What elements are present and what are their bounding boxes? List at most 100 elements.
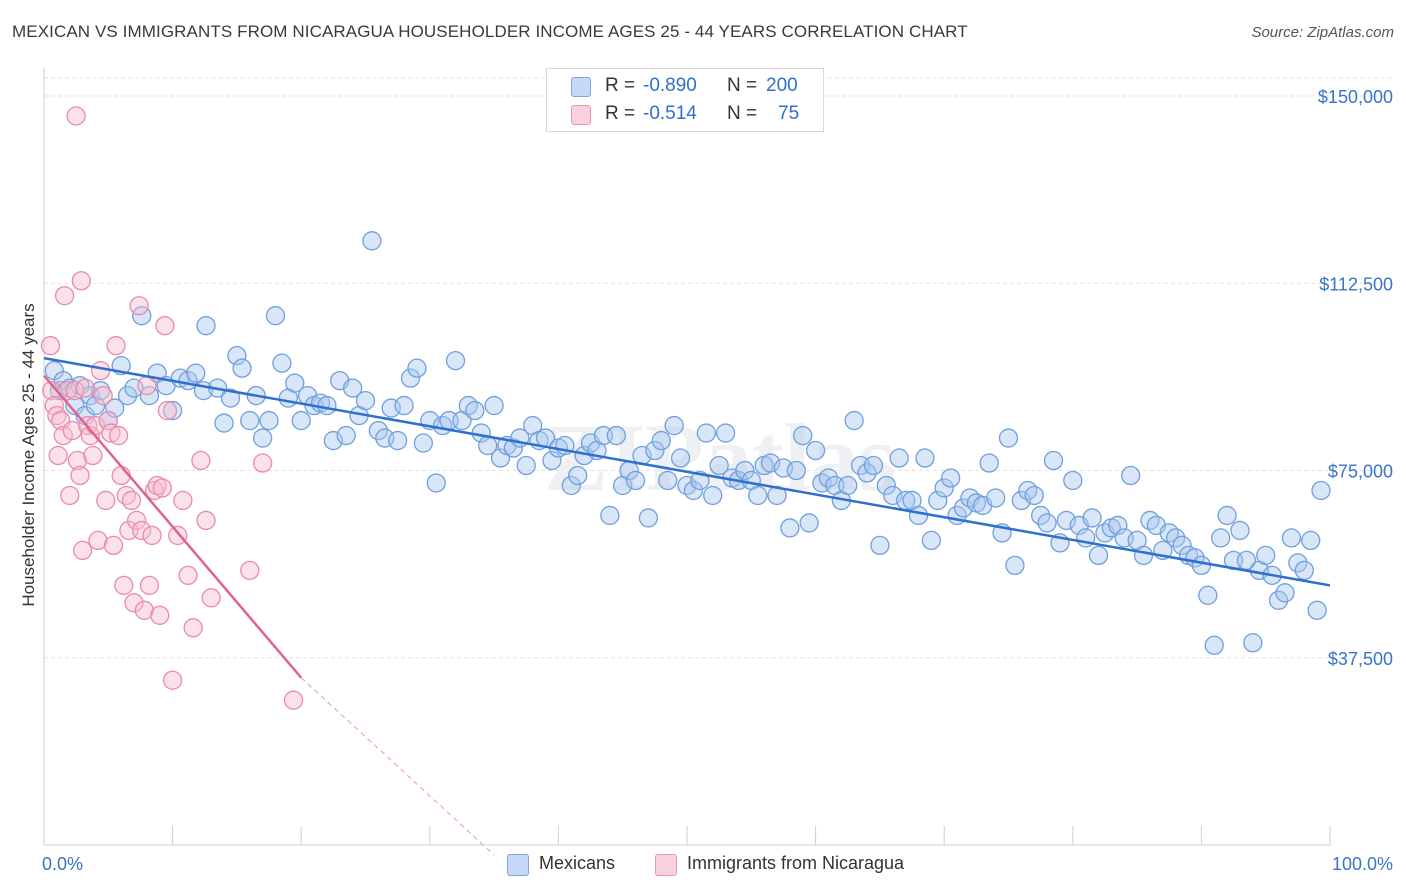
- data-point: [394, 395, 414, 416]
- data-point: [1037, 513, 1057, 533]
- legend-n-value: 75: [778, 103, 800, 124]
- data-point: [362, 231, 382, 251]
- data-point: [240, 560, 260, 581]
- legend-swatch-pink: [571, 105, 591, 125]
- data-point: [889, 448, 909, 468]
- data-point: [71, 271, 91, 291]
- data-point: [75, 378, 95, 398]
- data-point: [818, 468, 839, 488]
- data-point: [285, 373, 305, 393]
- data-point: [342, 378, 363, 398]
- legend-swatch-pink: [655, 854, 677, 876]
- data-point: [908, 505, 929, 526]
- data-point: [863, 455, 884, 476]
- data-point: [93, 385, 113, 406]
- data-point: [1311, 480, 1331, 501]
- data-point: [90, 380, 111, 401]
- data-point: [53, 425, 73, 446]
- data-point: [214, 413, 234, 433]
- x-tick-label: 0.0%: [42, 854, 83, 874]
- data-point: [108, 425, 129, 446]
- data-point: [670, 448, 691, 468]
- data-point: [183, 618, 203, 638]
- data-point: [799, 513, 819, 533]
- data-point: [283, 690, 304, 710]
- data-point: [1268, 590, 1289, 610]
- data-point: [186, 363, 206, 383]
- data-point: [98, 410, 118, 431]
- data-point: [1275, 583, 1295, 603]
- data-point: [252, 428, 273, 448]
- data-point: [683, 480, 704, 501]
- data-point: [173, 490, 193, 511]
- data-point: [876, 475, 896, 496]
- data-point: [1243, 633, 1263, 653]
- data-point: [1024, 485, 1044, 506]
- legend-swatch-blue: [571, 77, 591, 97]
- data-point: [793, 425, 813, 446]
- y-tick-label: $75,000: [1328, 462, 1393, 482]
- data-point: [1198, 585, 1218, 605]
- data-point: [65, 395, 85, 416]
- x-tick-label: 100.0%: [1332, 854, 1393, 874]
- data-point: [484, 395, 504, 416]
- series-nicaragua: [40, 106, 304, 710]
- data-point: [67, 450, 88, 471]
- data-point: [1191, 555, 1212, 576]
- data-point: [1108, 515, 1128, 536]
- legend-label-nicaragua: Immigrants from Nicaragua: [687, 853, 905, 873]
- data-point: [1288, 553, 1308, 573]
- data-point: [1005, 555, 1025, 576]
- data-point: [805, 440, 826, 461]
- data-point: [42, 380, 62, 401]
- data-point: [70, 465, 90, 486]
- data-point: [144, 480, 165, 501]
- data-point: [162, 400, 183, 421]
- data-point: [407, 358, 427, 378]
- data-point: [162, 670, 183, 690]
- data-point: [178, 565, 198, 586]
- data-point: [114, 575, 134, 595]
- data-point: [400, 368, 421, 388]
- data-point: [355, 390, 376, 411]
- data-point: [201, 588, 221, 608]
- data-point: [1230, 520, 1250, 541]
- data-point: [191, 450, 211, 471]
- data-point: [934, 478, 954, 498]
- legend-r-value: -0.890: [643, 75, 697, 96]
- data-point: [152, 478, 172, 498]
- data-point: [83, 445, 103, 466]
- data-point: [150, 605, 170, 625]
- data-point: [998, 428, 1019, 448]
- data-point: [568, 465, 588, 486]
- data-point: [80, 425, 100, 446]
- data-point: [696, 423, 716, 443]
- data-point: [413, 433, 434, 453]
- data-point: [54, 286, 75, 306]
- data-point: [60, 485, 80, 506]
- data-point: [291, 410, 311, 431]
- data-point: [1204, 635, 1224, 655]
- data-point: [1018, 480, 1038, 501]
- y-tick-label: $112,500: [1319, 274, 1393, 294]
- data-point: [625, 470, 646, 491]
- trend-line-mexicans: [43, 356, 1331, 587]
- data-point: [129, 296, 149, 316]
- data-point: [638, 508, 659, 528]
- trend-lines: [43, 356, 1331, 856]
- correlation-legend: R = -0.890 N = 200 R = -0.514 N = 75: [546, 68, 824, 132]
- series-mexicans: [44, 231, 1331, 655]
- data-point: [66, 106, 86, 126]
- data-point: [259, 410, 279, 431]
- data-point: [857, 463, 877, 483]
- data-point: [85, 395, 106, 416]
- data-point: [445, 350, 466, 371]
- data-point: [600, 505, 620, 526]
- data-point: [147, 475, 167, 496]
- data-point: [1088, 545, 1109, 566]
- data-point: [844, 410, 864, 431]
- legend-n-value: 200: [766, 75, 798, 96]
- legend-n-label: N =: [727, 103, 758, 124]
- data-point: [368, 420, 389, 441]
